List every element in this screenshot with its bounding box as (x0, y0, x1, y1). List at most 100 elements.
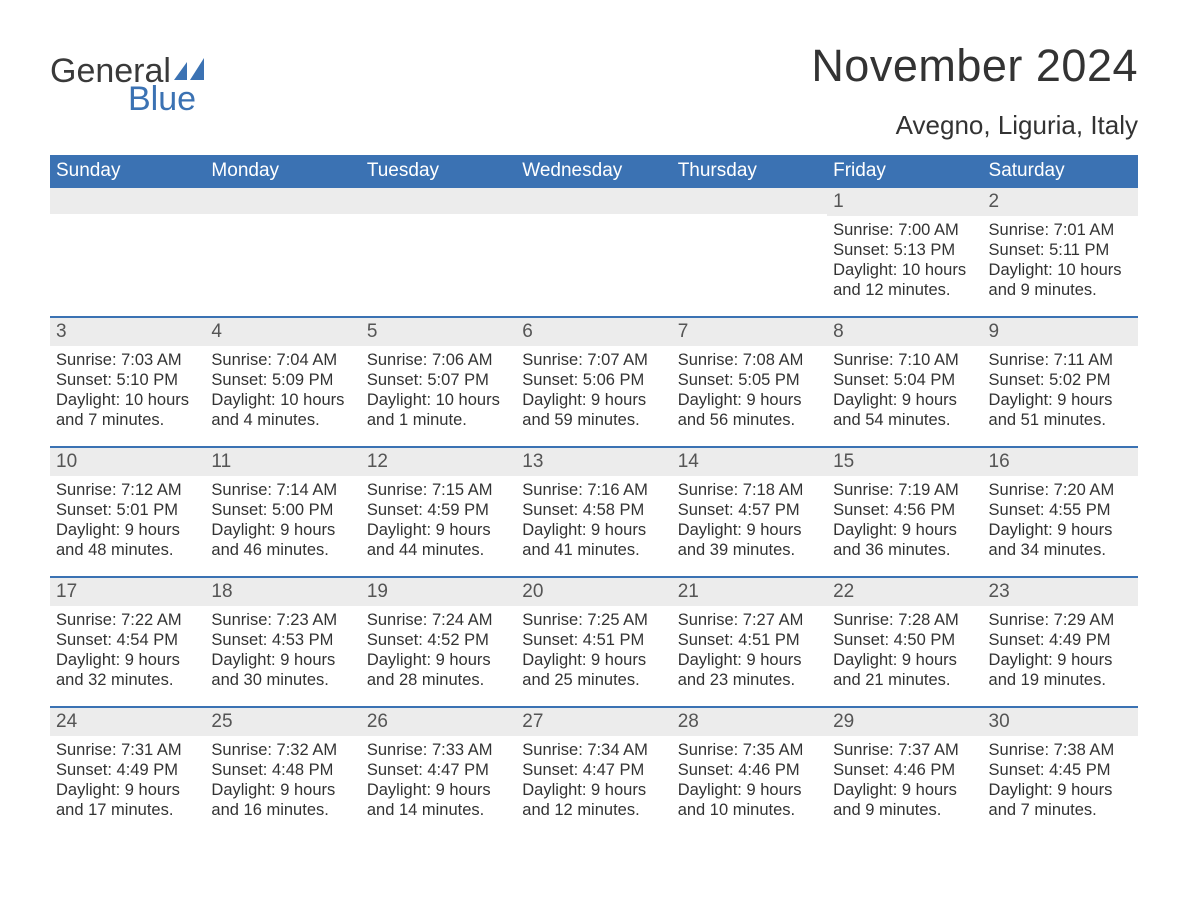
day-sunrise: Sunrise: 7:32 AM (211, 740, 354, 760)
day-sunset: Sunset: 5:00 PM (211, 500, 354, 520)
day-details (672, 214, 827, 224)
day-6: 6Sunrise: 7:07 AMSunset: 5:06 PMDaylight… (516, 318, 671, 446)
day-14: 14Sunrise: 7:18 AMSunset: 4:57 PMDayligh… (672, 448, 827, 576)
day-number: 2 (983, 188, 1138, 216)
day-sunset: Sunset: 4:45 PM (989, 760, 1132, 780)
day-dl1: Daylight: 9 hours (989, 780, 1132, 800)
day-number: 3 (50, 318, 205, 346)
day-2: 2 Sunrise: 7:01 AMSunset: 5:11 PMDaylight… (983, 188, 1138, 316)
day-dl1: Daylight: 10 hours (833, 260, 976, 280)
day-dl1: Daylight: 9 hours (833, 780, 976, 800)
day-sunset: Sunset: 4:46 PM (833, 760, 976, 780)
day-dl1: Daylight: 9 hours (522, 520, 665, 540)
day-dl2: and 9 minutes. (833, 800, 976, 820)
day-sunset: Sunset: 4:48 PM (211, 760, 354, 780)
day-sunrise: Sunrise: 7:01 AM (989, 220, 1132, 240)
day-details (50, 214, 205, 224)
day-sunset: Sunset: 4:54 PM (56, 630, 199, 650)
day-dl2: and 10 minutes. (678, 800, 821, 820)
day-16: 16Sunrise: 7:20 AMSunset: 4:55 PMDayligh… (983, 448, 1138, 576)
dow-friday: Friday (827, 155, 982, 188)
day-details: Sunrise: 7:04 AMSunset: 5:09 PMDaylight:… (205, 346, 360, 437)
day-sunrise: Sunrise: 7:03 AM (56, 350, 199, 370)
day-number (50, 188, 205, 214)
day-number: 27 (516, 708, 671, 736)
day-dl1: Daylight: 9 hours (678, 780, 821, 800)
day-number: 13 (516, 448, 671, 476)
day-sunrise: Sunrise: 7:16 AM (522, 480, 665, 500)
day-sunset: Sunset: 4:47 PM (522, 760, 665, 780)
day-sunrise: Sunrise: 7:24 AM (367, 610, 510, 630)
day-9: 9Sunrise: 7:11 AMSunset: 5:02 PMDaylight… (983, 318, 1138, 446)
day-12: 12Sunrise: 7:15 AMSunset: 4:59 PMDayligh… (361, 448, 516, 576)
day-29: 29Sunrise: 7:37 AMSunset: 4:46 PMDayligh… (827, 708, 982, 836)
day-number: 1 (827, 188, 982, 216)
day-details: Sunrise: 7:18 AMSunset: 4:57 PMDaylight:… (672, 476, 827, 567)
day-details (516, 214, 671, 224)
day-details: Sunrise: 7:33 AMSunset: 4:47 PMDaylight:… (361, 736, 516, 827)
day-dl2: and 54 minutes. (833, 410, 976, 430)
day-number: 25 (205, 708, 360, 736)
day-dl1: Daylight: 9 hours (989, 390, 1132, 410)
day-sunset: Sunset: 5:13 PM (833, 240, 976, 260)
day-number: 4 (205, 318, 360, 346)
day-dl2: and 25 minutes. (522, 670, 665, 690)
day-blank (672, 188, 827, 316)
day-dl1: Daylight: 9 hours (211, 520, 354, 540)
day-details: Sunrise: 7:29 AMSunset: 4:49 PMDaylight:… (983, 606, 1138, 697)
day-sunrise: Sunrise: 7:04 AM (211, 350, 354, 370)
day-details: Sunrise: 7:16 AMSunset: 4:58 PMDaylight:… (516, 476, 671, 567)
day-21: 21Sunrise: 7:27 AMSunset: 4:51 PMDayligh… (672, 578, 827, 706)
day-sunset: Sunset: 4:51 PM (522, 630, 665, 650)
day-sunrise: Sunrise: 7:18 AM (678, 480, 821, 500)
day-details: Sunrise: 7:06 AMSunset: 5:07 PMDaylight:… (361, 346, 516, 437)
day-11: 11Sunrise: 7:14 AMSunset: 5:00 PMDayligh… (205, 448, 360, 576)
day-sunrise: Sunrise: 7:10 AM (833, 350, 976, 370)
day-4: 4Sunrise: 7:04 AMSunset: 5:09 PMDaylight… (205, 318, 360, 446)
day-5: 5Sunrise: 7:06 AMSunset: 5:07 PMDaylight… (361, 318, 516, 446)
day-dl1: Daylight: 10 hours (367, 390, 510, 410)
day-19: 19Sunrise: 7:24 AMSunset: 4:52 PMDayligh… (361, 578, 516, 706)
day-sunrise: Sunrise: 7:38 AM (989, 740, 1132, 760)
sail-icon (174, 56, 206, 90)
day-details (205, 214, 360, 224)
day-number: 23 (983, 578, 1138, 606)
day-dl1: Daylight: 9 hours (367, 780, 510, 800)
day-sunrise: Sunrise: 7:20 AM (989, 480, 1132, 500)
day-sunrise: Sunrise: 7:08 AM (678, 350, 821, 370)
day-number: 5 (361, 318, 516, 346)
day-dl2: and 7 minutes. (56, 410, 199, 430)
day-dl2: and 30 minutes. (211, 670, 354, 690)
day-sunset: Sunset: 5:09 PM (211, 370, 354, 390)
day-dl1: Daylight: 9 hours (989, 650, 1132, 670)
day-details: Sunrise: 7:08 AMSunset: 5:05 PMDaylight:… (672, 346, 827, 437)
day-details: Sunrise: 7:24 AMSunset: 4:52 PMDaylight:… (361, 606, 516, 697)
day-sunset: Sunset: 4:47 PM (367, 760, 510, 780)
day-22: 22Sunrise: 7:28 AMSunset: 4:50 PMDayligh… (827, 578, 982, 706)
day-dl1: Daylight: 9 hours (56, 520, 199, 540)
day-dl2: and 41 minutes. (522, 540, 665, 560)
day-details: Sunrise: 7:00 AMSunset: 5:13 PMDaylight:… (827, 216, 982, 307)
day-sunset: Sunset: 5:05 PM (678, 370, 821, 390)
logo: General Blue (50, 54, 206, 116)
day-dl2: and 34 minutes. (989, 540, 1132, 560)
day-dl1: Daylight: 9 hours (678, 650, 821, 670)
day-sunrise: Sunrise: 7:37 AM (833, 740, 976, 760)
day-sunrise: Sunrise: 7:00 AM (833, 220, 976, 240)
day-details: Sunrise: 7:10 AMSunset: 5:04 PMDaylight:… (827, 346, 982, 437)
day-sunrise: Sunrise: 7:06 AM (367, 350, 510, 370)
day-dl2: and 51 minutes. (989, 410, 1132, 430)
day-dl1: Daylight: 10 hours (989, 260, 1132, 280)
day-dl2: and 16 minutes. (211, 800, 354, 820)
day-blank (516, 188, 671, 316)
day-dl2: and 21 minutes. (833, 670, 976, 690)
day-details: Sunrise: 7:20 AMSunset: 4:55 PMDaylight:… (983, 476, 1138, 567)
day-dl2: and 23 minutes. (678, 670, 821, 690)
day-sunset: Sunset: 5:07 PM (367, 370, 510, 390)
day-sunset: Sunset: 5:06 PM (522, 370, 665, 390)
day-sunset: Sunset: 4:49 PM (56, 760, 199, 780)
header: General Blue November 2024 Avegno, Ligur… (50, 40, 1138, 141)
day-dl1: Daylight: 9 hours (211, 780, 354, 800)
day-number: 21 (672, 578, 827, 606)
day-sunset: Sunset: 5:11 PM (989, 240, 1132, 260)
